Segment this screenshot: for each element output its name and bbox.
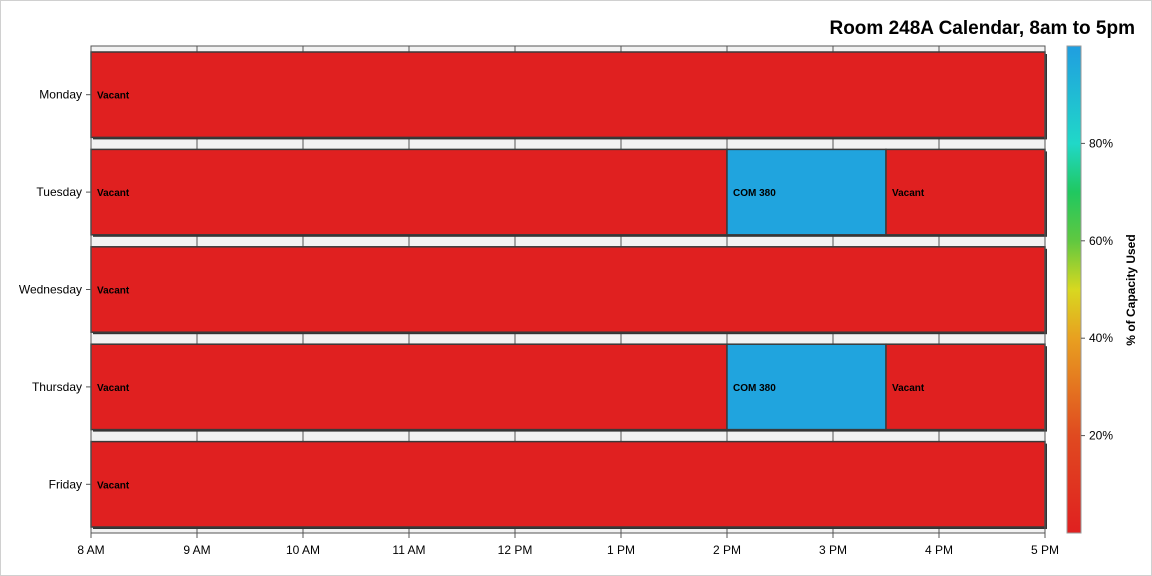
y-tick-label: Monday [39, 88, 82, 102]
event-bar [90, 148, 728, 236]
colorbar-tick-label: 80% [1089, 136, 1113, 150]
colorbar [1066, 45, 1082, 534]
event-bar [726, 343, 887, 431]
x-tick-label: 9 AM [183, 543, 210, 557]
event-bar [726, 148, 887, 236]
colorbar-tick-label: 40% [1089, 331, 1113, 345]
y-tick-label: Thursday [32, 380, 82, 394]
x-tick-label: 8 AM [77, 543, 104, 557]
x-tick-label: 12 PM [498, 543, 533, 557]
x-tick-label: 4 PM [925, 543, 953, 557]
event-label: Vacant [97, 91, 130, 102]
event-label: COM 380 [733, 383, 776, 394]
event-bar [885, 343, 1046, 431]
x-tick-label: 3 PM [819, 543, 847, 557]
y-tick-label: Wednesday [19, 283, 82, 297]
x-tick-label: 11 AM [392, 543, 425, 557]
event-label: Vacant [97, 188, 130, 199]
event-label: Vacant [97, 383, 130, 394]
chart-title: Room 248A Calendar, 8am to 5pm [829, 18, 1135, 39]
event-bar [90, 343, 728, 431]
y-tick-label: Tuesday [36, 185, 82, 199]
plot-area: Vacant Vacant COM 380 Vacant Vacant Vacant COM… [19, 45, 1059, 557]
colorbar-legend: % of Capacity Used 20% 40% 60% 80% [1066, 45, 1138, 534]
event-bar [885, 148, 1046, 236]
event-label: Vacant [97, 286, 130, 297]
event-label: Vacant [892, 383, 925, 394]
event-label: Vacant [97, 480, 130, 491]
y-tick-label: Friday [49, 477, 82, 491]
event-bar [90, 51, 1046, 139]
x-tick-label: 1 PM [607, 543, 635, 557]
x-tick-label: 10 AM [286, 543, 320, 557]
event-label: Vacant [892, 188, 925, 199]
event-bar [90, 440, 1046, 528]
event-bar [90, 246, 1046, 333]
colorbar-tick-label: 20% [1089, 429, 1113, 443]
x-tick-label: 5 PM [1031, 543, 1059, 557]
colorbar-title: % of Capacity Used [1124, 234, 1138, 345]
x-tick-label: 2 PM [713, 543, 741, 557]
event-label: COM 380 [733, 188, 776, 199]
colorbar-tick-label: 60% [1089, 234, 1113, 248]
